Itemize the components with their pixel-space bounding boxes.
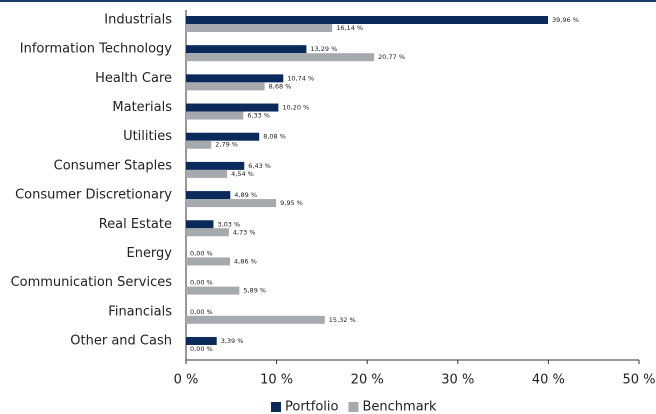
bar bbox=[186, 16, 549, 24]
bar bbox=[186, 169, 228, 178]
bar bbox=[186, 199, 277, 208]
bar bbox=[186, 45, 307, 54]
bar bbox=[186, 103, 279, 112]
bar bbox=[186, 257, 231, 266]
legend-label: Benchmark bbox=[362, 400, 437, 414]
bar bbox=[186, 53, 375, 62]
category-label: Real Estate bbox=[99, 217, 172, 232]
bar bbox=[186, 24, 333, 32]
category-label: Utilities bbox=[123, 129, 172, 144]
category-label: Information Technology bbox=[20, 42, 173, 57]
bar bbox=[186, 228, 229, 237]
category-label: Consumer Discretionary bbox=[15, 188, 172, 203]
bar bbox=[186, 111, 244, 120]
category-label: Financials bbox=[108, 304, 172, 319]
bar bbox=[186, 140, 212, 149]
value-label: 6,43 % bbox=[248, 162, 271, 170]
category-label: Health Care bbox=[95, 71, 172, 86]
value-label: 2,79 % bbox=[215, 141, 238, 149]
top-border bbox=[0, 0, 656, 2]
category-label: Communication Services bbox=[11, 275, 173, 290]
value-label: 4,89 % bbox=[234, 191, 257, 199]
x-tick-label: 10 % bbox=[260, 373, 293, 388]
category-label: Materials bbox=[112, 100, 172, 115]
x-tick-label: 40 % bbox=[532, 373, 565, 388]
bar bbox=[186, 191, 231, 200]
bar bbox=[186, 74, 284, 83]
value-label: 8,08 % bbox=[263, 133, 286, 141]
category-label: Energy bbox=[126, 246, 172, 261]
value-label: 10,74 % bbox=[287, 74, 314, 82]
value-label: 5,89 % bbox=[243, 287, 266, 295]
value-label: 13,29 % bbox=[310, 45, 337, 53]
legend-swatch bbox=[348, 402, 359, 412]
bar bbox=[186, 336, 217, 345]
bar bbox=[186, 82, 265, 91]
x-tick-label: 50 % bbox=[622, 373, 655, 388]
value-label: 4,54 % bbox=[231, 170, 254, 178]
bar bbox=[186, 315, 325, 324]
bar bbox=[186, 220, 214, 229]
value-label: 8,68 % bbox=[269, 82, 292, 90]
value-label: 4,73 % bbox=[233, 228, 256, 236]
value-label: 3,03 % bbox=[217, 220, 240, 228]
value-label: 0,00 % bbox=[190, 308, 213, 316]
category-label: Other and Cash bbox=[70, 333, 172, 348]
category-label: Consumer Staples bbox=[54, 158, 173, 173]
x-tick-label: 30 % bbox=[441, 373, 474, 388]
category-label: Industrials bbox=[104, 13, 172, 28]
value-label: 9,95 % bbox=[280, 199, 303, 207]
value-label: 39,96 % bbox=[552, 16, 579, 24]
value-label: 10,20 % bbox=[282, 104, 309, 112]
bar bbox=[186, 286, 240, 295]
value-label: 0,00 % bbox=[190, 279, 213, 287]
x-tick-label: 0 % bbox=[174, 373, 199, 388]
legend-swatch bbox=[271, 402, 281, 412]
value-label: 0,00 % bbox=[190, 249, 213, 257]
value-label: 15,32 % bbox=[329, 316, 356, 324]
value-label: 0,00 % bbox=[190, 345, 213, 353]
value-label: 6,33 % bbox=[247, 112, 270, 120]
value-label: 16,14 % bbox=[336, 24, 363, 32]
x-tick-label: 20 % bbox=[351, 373, 384, 388]
value-label: 4,86 % bbox=[234, 257, 257, 265]
value-label: 20,77 % bbox=[378, 53, 405, 61]
value-label: 3,39 % bbox=[221, 337, 244, 345]
bar bbox=[186, 161, 245, 170]
legend-label: Portfolio bbox=[285, 400, 339, 414]
bar bbox=[186, 132, 260, 141]
